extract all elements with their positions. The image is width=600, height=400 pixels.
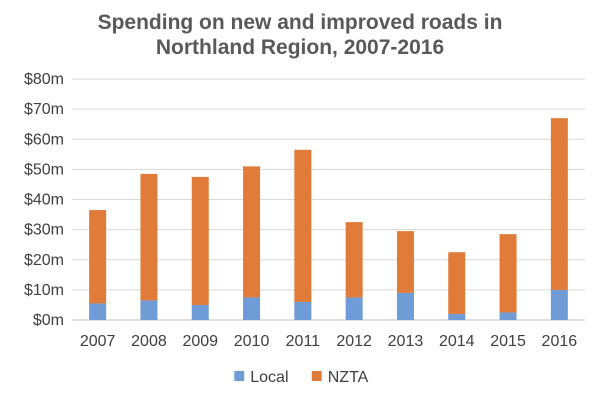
bar-local-2015	[499, 312, 517, 320]
bar-nzta-2009	[191, 176, 209, 305]
y-tick-label: $70m	[24, 101, 64, 118]
bar-local-2009	[191, 304, 209, 320]
legend-label-nzta: NZTA	[328, 369, 369, 386]
x-tick-label: 2012	[336, 333, 372, 350]
bar-nzta-2008	[140, 173, 158, 301]
bar-local-2014	[448, 313, 466, 320]
y-tick-label: $20m	[24, 252, 64, 269]
chart-title-line-1: Spending on new and improved roads in	[97, 11, 503, 34]
bar-nzta-2010	[243, 166, 261, 298]
legend-label-local: Local	[250, 369, 288, 386]
y-tick-label: $40m	[24, 192, 64, 209]
x-tick-label: 2013	[388, 333, 424, 350]
legend-swatch-local	[234, 371, 245, 381]
x-tick-label: 2008	[131, 333, 167, 350]
x-tick-label: 2011	[286, 333, 321, 350]
bar-local-2007	[89, 303, 107, 320]
x-tick-label: 2009	[182, 333, 218, 350]
bar-local-2013	[396, 292, 414, 320]
y-tick-label: $80m	[24, 71, 64, 88]
y-tick-label: $10m	[24, 282, 64, 299]
x-tick-label: 2010	[234, 333, 270, 350]
bar-local-2010	[243, 297, 261, 320]
x-tick-label: 2014	[439, 333, 475, 350]
x-tick-label: 2016	[542, 333, 578, 350]
chart-title: Spending on new and improved roads in No…	[0, 10, 600, 60]
y-tick-label: $30m	[24, 222, 64, 239]
bar-nzta-2015	[499, 234, 517, 313]
legend-swatch-nzta	[311, 371, 322, 381]
bar-nzta-2011	[294, 149, 312, 302]
y-tick-label: $0m	[33, 312, 64, 329]
bar-local-2011	[294, 301, 312, 320]
bar-local-2016	[550, 289, 568, 320]
bar-nzta-2016	[550, 118, 568, 290]
bar-nzta-2013	[396, 231, 414, 293]
y-tick-label: $50m	[24, 161, 64, 178]
bar-nzta-2007	[89, 210, 107, 304]
x-tick-label: 2007	[80, 333, 116, 350]
chart-title-line-2: Northland Region, 2007-2016	[155, 36, 445, 59]
y-tick-label: $60m	[24, 131, 64, 148]
bar-local-2012	[345, 297, 363, 320]
x-tick-label: 2015	[490, 333, 526, 350]
bar-local-2008	[140, 300, 158, 320]
bar-nzta-2012	[345, 222, 363, 298]
bar-nzta-2014	[448, 252, 466, 314]
